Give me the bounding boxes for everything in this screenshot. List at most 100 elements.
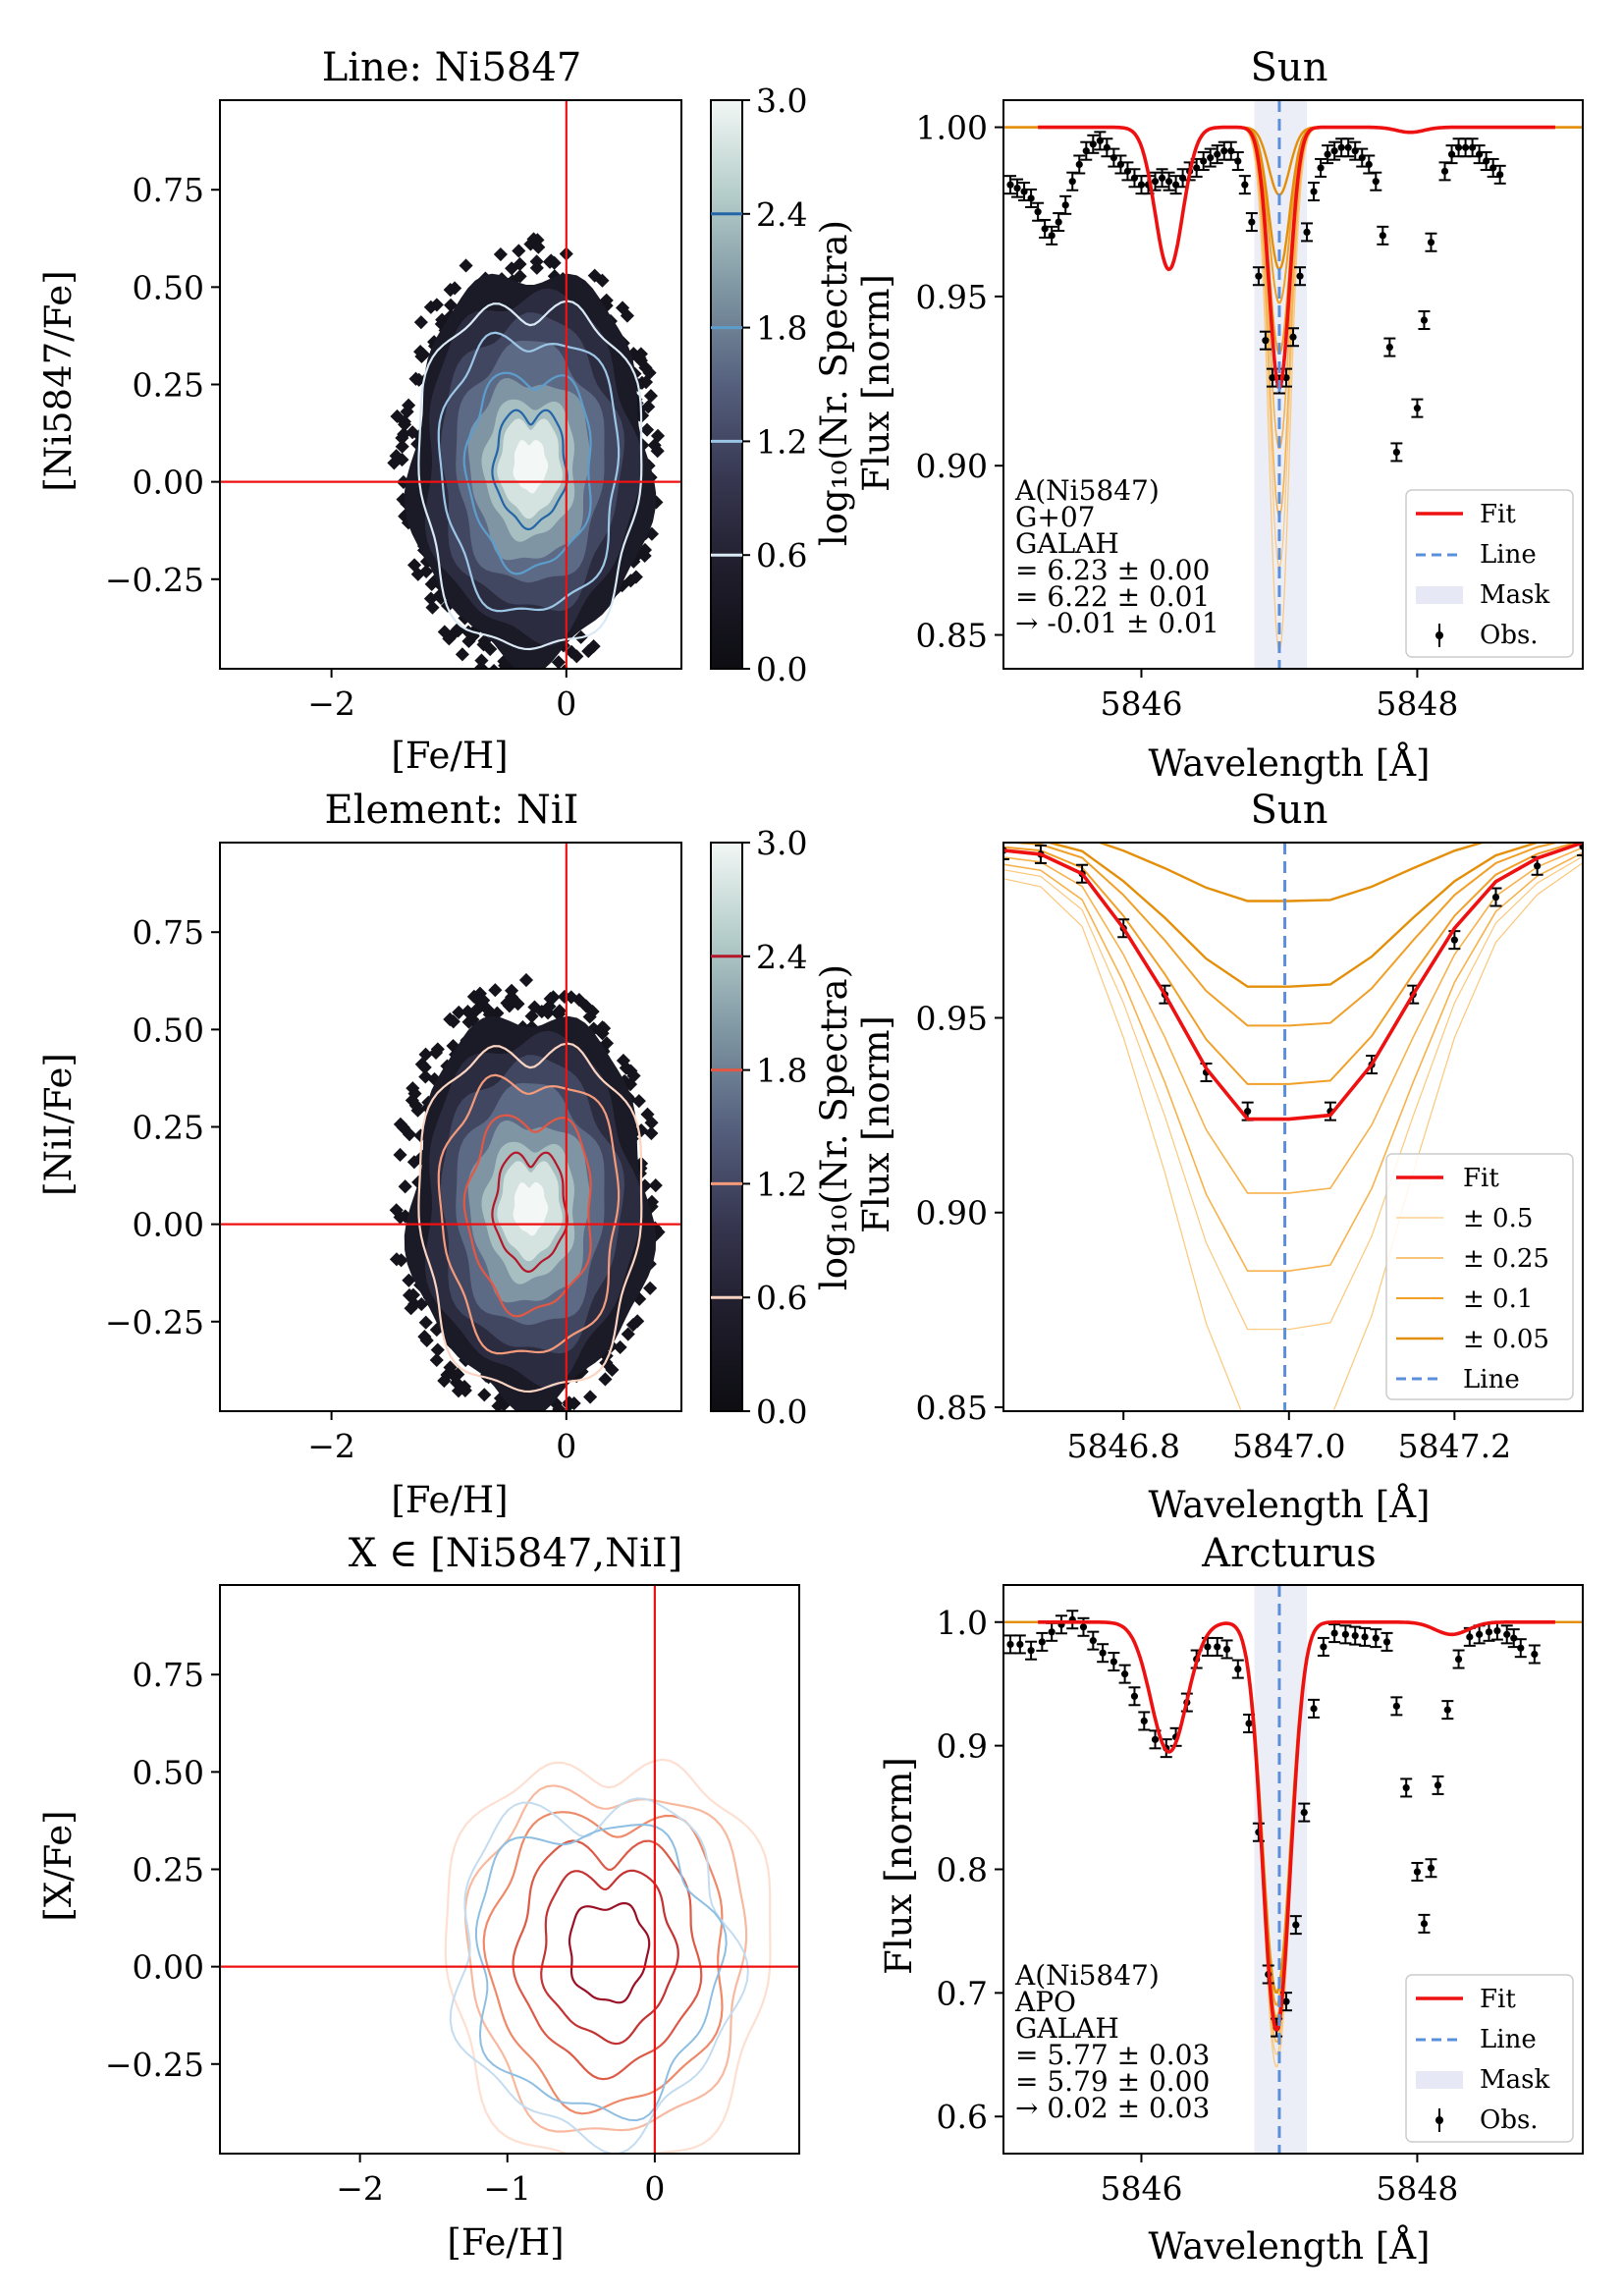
obs-point bbox=[1036, 1631, 1049, 1652]
density-cell bbox=[429, 1352, 444, 1368]
density-cell bbox=[406, 1287, 420, 1302]
panel-title: Line: Ni5847 bbox=[322, 45, 582, 90]
obs-point bbox=[1053, 212, 1065, 233]
density-cell bbox=[542, 254, 558, 269]
y-tick-label: 0.00 bbox=[133, 1206, 204, 1244]
y-tick-label: 0.25 bbox=[133, 1109, 204, 1147]
obs-marker bbox=[1300, 1809, 1308, 1817]
legend-box bbox=[1405, 1974, 1574, 2143]
panel-title: Sun bbox=[1251, 788, 1328, 833]
colorbar-tick-label: 1.8 bbox=[756, 309, 807, 348]
legend-label: Fit bbox=[1480, 500, 1516, 529]
density-map: −2 0 0.75 0.50 0.25 0.00 −0.25 bbox=[105, 99, 682, 723]
obs-point bbox=[1163, 171, 1175, 191]
obs-point bbox=[1056, 1614, 1067, 1635]
obs-marker bbox=[1089, 1637, 1097, 1645]
abundance-variation-line bbox=[1003, 855, 1583, 1331]
obs-marker bbox=[1103, 143, 1110, 151]
obs-marker bbox=[1296, 272, 1304, 280]
annotation-line: GALAH bbox=[1015, 2012, 1119, 2045]
legend-obs-marker bbox=[1435, 631, 1443, 639]
obs-marker bbox=[1292, 1921, 1300, 1929]
contour-line bbox=[444, 1758, 772, 2154]
density-cell bbox=[648, 1178, 663, 1193]
panel-title: Element: NiI bbox=[325, 788, 579, 833]
density-cell bbox=[430, 1342, 445, 1357]
obs-marker bbox=[1402, 1783, 1410, 1792]
obs-marker bbox=[1341, 1630, 1349, 1638]
obs-point bbox=[1220, 1639, 1233, 1660]
obs-marker bbox=[1214, 1643, 1221, 1651]
obs-point bbox=[1418, 1913, 1431, 1934]
density-cell bbox=[458, 1383, 472, 1397]
y-axis-label: [X/Fe] bbox=[37, 1810, 80, 1921]
density-cell bbox=[429, 298, 444, 312]
density-cell bbox=[428, 1045, 444, 1061]
y-tick-label: 0.25 bbox=[133, 1851, 204, 1889]
obs-point bbox=[1080, 140, 1093, 161]
obs-marker bbox=[1461, 143, 1470, 151]
density-cell bbox=[587, 268, 602, 283]
obs-marker bbox=[1099, 1649, 1107, 1657]
obs-point bbox=[1490, 1620, 1503, 1641]
obs-point bbox=[1238, 175, 1251, 195]
obs-marker bbox=[1466, 1633, 1474, 1641]
y-tick-label: 0.00 bbox=[133, 1948, 204, 1987]
obs-marker bbox=[1027, 1647, 1035, 1655]
obs-marker bbox=[1234, 1665, 1242, 1673]
obs-point bbox=[1252, 266, 1265, 287]
obs-marker bbox=[1121, 1670, 1129, 1678]
spectrum-plot: 5846 5848 1.0 0.9 0.8 0.7 0.6 A(Ni5847)APOGALAH… bbox=[937, 1584, 1584, 2208]
panel-title: X ∈ [Ni5847,NiI] bbox=[349, 1531, 683, 1576]
density-cell bbox=[404, 1301, 418, 1316]
density-cell bbox=[460, 1005, 475, 1019]
obs-marker bbox=[1510, 1634, 1518, 1642]
obs-marker bbox=[1016, 1640, 1024, 1649]
density-cell bbox=[493, 246, 508, 262]
sun-zoom-panel: Sun Wavelength [Å] Flux [norm] 5846.8 584… bbox=[855, 788, 1584, 1526]
obs-point bbox=[1298, 1802, 1311, 1823]
obs-point bbox=[1514, 1638, 1527, 1659]
legend-label: Mask bbox=[1480, 580, 1549, 610]
density-cell bbox=[390, 409, 405, 424]
y-tick-label: 0.95 bbox=[916, 278, 988, 316]
x-tick-label: 5846 bbox=[1100, 684, 1182, 723]
obs-marker bbox=[1310, 1705, 1318, 1713]
obs-point bbox=[1197, 151, 1210, 172]
x-tick-label: 5847.2 bbox=[1398, 1427, 1511, 1465]
y-tick-label: 0.85 bbox=[916, 1389, 988, 1427]
fit-line bbox=[1003, 843, 1583, 1121]
obs-marker bbox=[1089, 140, 1097, 148]
density-cell bbox=[477, 1388, 492, 1402]
combined-contour-panel: X ∈ [Ni5847,NiI] [Fe/H] [X/Fe] −2 −1 0 0.75… bbox=[37, 1531, 800, 2264]
obs-point bbox=[1289, 1915, 1302, 1936]
y-tick-label: −0.25 bbox=[105, 1303, 204, 1341]
x-tick-label: −2 bbox=[307, 1427, 355, 1465]
density-cell bbox=[613, 1339, 627, 1354]
density-cell bbox=[414, 1297, 429, 1312]
density-cell bbox=[476, 993, 491, 1008]
density-cell bbox=[512, 244, 526, 258]
legend: Fit Line Mask Obs. bbox=[1405, 489, 1574, 658]
y-tick-label: 0.25 bbox=[133, 366, 204, 405]
density-cell bbox=[395, 430, 409, 446]
obs-point bbox=[1370, 1628, 1382, 1649]
obs-marker bbox=[1079, 1623, 1088, 1631]
density-cell bbox=[513, 1417, 526, 1431]
axes-frame bbox=[1002, 842, 1584, 1412]
annotation-line: = 6.23 ± 0.00 bbox=[1015, 554, 1210, 586]
y-tick-label: −0.25 bbox=[105, 561, 204, 599]
obs-marker bbox=[1344, 143, 1352, 151]
obs-marker bbox=[1450, 936, 1458, 944]
obs-point bbox=[1066, 1610, 1079, 1630]
obs-marker bbox=[1027, 194, 1035, 202]
density-cell bbox=[393, 1117, 407, 1131]
obs-marker bbox=[1320, 1643, 1327, 1651]
density-cell bbox=[455, 647, 469, 662]
obs-point bbox=[1046, 1621, 1058, 1642]
abundance-variation-line bbox=[1003, 847, 1583, 1194]
abundance-variation-line bbox=[1044, 843, 1543, 988]
colorbar-tick-label: 3.0 bbox=[756, 82, 807, 120]
abundance-variation-line bbox=[1003, 862, 1583, 1411]
x-axis-label: [Fe/H] bbox=[447, 2221, 564, 2264]
